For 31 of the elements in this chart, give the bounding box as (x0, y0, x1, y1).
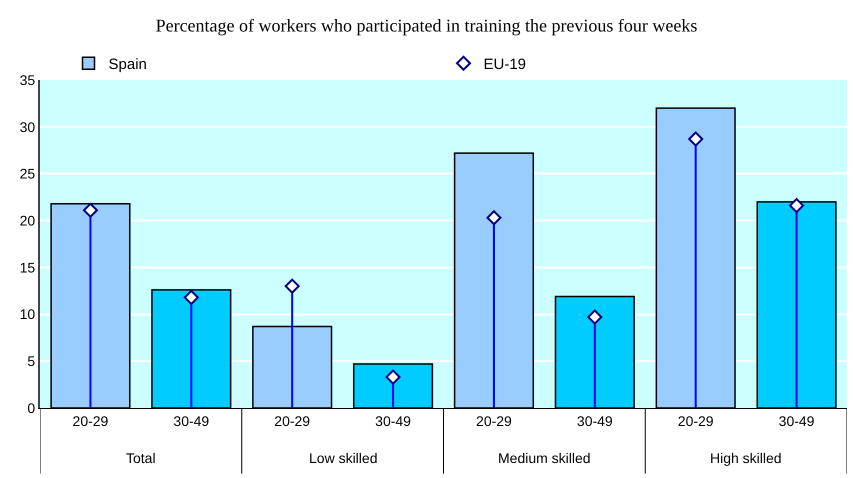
point (82, 202, 98, 218)
x-tick-label: 20-29 (476, 412, 512, 429)
text: High skilled (710, 450, 782, 466)
y-tick-label: 5 (27, 353, 36, 370)
x-tick-label: 20-29 (678, 412, 714, 429)
chart-title: Percentage of workers who participated in training the previous four weeks (156, 16, 698, 36)
y-tick-label: 0 (27, 400, 36, 416)
point (587, 310, 602, 325)
y-tick-label: 35 (20, 72, 36, 88)
text: Medium skilled (498, 450, 591, 466)
text: Low skilled (309, 450, 378, 466)
point (284, 278, 300, 294)
point (486, 210, 502, 226)
point (184, 290, 199, 305)
y-tick-label: 20 (20, 212, 36, 228)
x-tick-label: 30-49 (173, 412, 210, 429)
x-tick-label: 30-49 (375, 412, 412, 429)
y-tick-label: 25 (20, 166, 36, 182)
point (688, 132, 704, 147)
y-tick-label: 30 (20, 118, 36, 135)
point (386, 370, 401, 385)
x-tick-label: 30-49 (778, 412, 815, 429)
point (789, 198, 804, 214)
x-tick-label: 20-29 (274, 412, 310, 429)
y-tick-label: 15 (20, 259, 36, 276)
x-tick-label: 20-29 (72, 412, 109, 429)
y-tick-label: 10 (20, 306, 36, 322)
text: Total (126, 450, 156, 466)
legend-label: Spain (108, 56, 147, 74)
x-tick-label: 30-49 (576, 412, 613, 429)
legend-label: EU-19 (484, 56, 526, 74)
